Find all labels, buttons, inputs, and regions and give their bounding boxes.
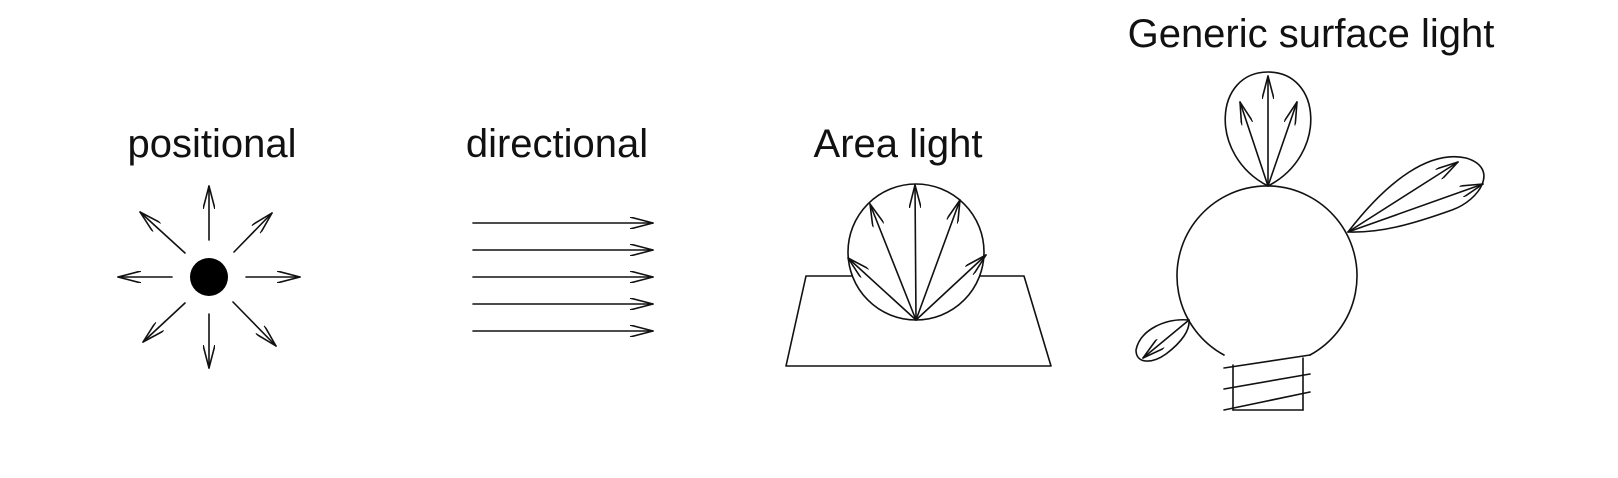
point-light-source [190,258,228,296]
emission-lobe-top [1224,71,1312,187]
label-generic-surface-light: Generic surface light [1127,12,1495,56]
ray-down-left [142,302,186,343]
bulb-base [1223,354,1311,411]
ray-up-left [139,211,186,254]
directional-light-diagram [472,223,654,331]
label-area-light: Area light [813,122,983,166]
label-directional: directional [465,122,649,166]
emission-lobe-right [1347,156,1485,233]
area-ray [915,199,961,321]
area-surface-plane [785,275,1052,367]
lobe-outline [1347,156,1485,233]
area-ray [915,184,916,321]
ray-down-right [232,301,277,347]
base-thread [1223,391,1311,411]
lobe-ray [1347,183,1484,233]
area-ray [847,257,917,321]
ray-up-right [233,212,273,253]
lobe-ray [1142,319,1190,359]
positional-light-diagram [117,185,301,369]
lobe-outline [1224,71,1312,187]
area-light-diagram [785,183,1052,367]
area-ray [869,203,917,321]
lobe-ray [1239,101,1269,187]
base-thread [1223,373,1311,390]
area-ray [915,255,987,321]
lobe-ray [1267,101,1298,187]
positional-rays [117,185,301,369]
emission-lobe-left [1135,319,1190,362]
bulb-outline [1176,185,1358,356]
generic-surface-light-diagram [1135,71,1485,411]
lobe-outline [1135,319,1190,362]
area-rays [847,184,987,321]
base-thread [1223,354,1311,369]
label-positional: positional [127,122,297,166]
lobe-ray [1347,161,1459,233]
